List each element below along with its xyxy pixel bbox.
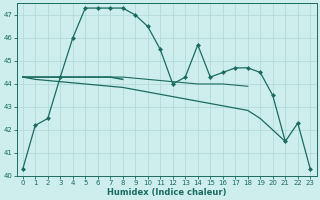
X-axis label: Humidex (Indice chaleur): Humidex (Indice chaleur) [107, 188, 226, 197]
